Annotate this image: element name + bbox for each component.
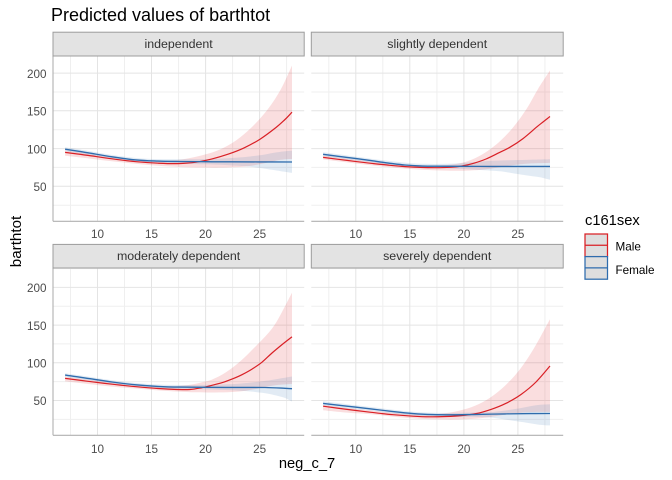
- svg-text:10: 10: [91, 443, 105, 456]
- svg-text:20: 20: [199, 228, 213, 241]
- svg-text:25: 25: [511, 443, 525, 456]
- svg-text:100: 100: [27, 358, 47, 371]
- svg-text:150: 150: [27, 320, 47, 333]
- svg-text:100: 100: [27, 143, 47, 156]
- svg-text:barthtot: barthtot: [8, 215, 25, 267]
- svg-text:10: 10: [349, 228, 363, 241]
- svg-text:c161sex: c161sex: [585, 213, 640, 229]
- svg-text:150: 150: [27, 106, 47, 119]
- svg-text:severely dependent: severely dependent: [383, 249, 492, 263]
- svg-text:10: 10: [91, 228, 105, 241]
- svg-text:slightly dependent: slightly dependent: [387, 37, 487, 51]
- svg-text:neg_c_7: neg_c_7: [279, 456, 335, 472]
- svg-text:15: 15: [145, 228, 159, 241]
- svg-text:20: 20: [457, 443, 471, 456]
- svg-text:independent: independent: [144, 37, 213, 51]
- svg-text:25: 25: [511, 228, 525, 241]
- svg-text:50: 50: [33, 395, 47, 408]
- svg-text:20: 20: [199, 443, 213, 456]
- svg-text:20: 20: [457, 228, 471, 241]
- svg-text:moderately dependent: moderately dependent: [117, 249, 241, 263]
- svg-text:Predicted values of barthtot: Predicted values of barthtot: [51, 5, 270, 25]
- svg-text:200: 200: [27, 282, 47, 295]
- svg-text:50: 50: [33, 181, 47, 194]
- svg-text:25: 25: [253, 228, 267, 241]
- svg-text:Female: Female: [616, 264, 655, 277]
- svg-text:200: 200: [27, 68, 47, 81]
- svg-text:Male: Male: [616, 240, 641, 253]
- svg-text:15: 15: [145, 443, 159, 456]
- svg-text:25: 25: [253, 443, 267, 456]
- svg-text:10: 10: [349, 443, 363, 456]
- svg-text:15: 15: [403, 443, 417, 456]
- svg-text:15: 15: [403, 228, 417, 241]
